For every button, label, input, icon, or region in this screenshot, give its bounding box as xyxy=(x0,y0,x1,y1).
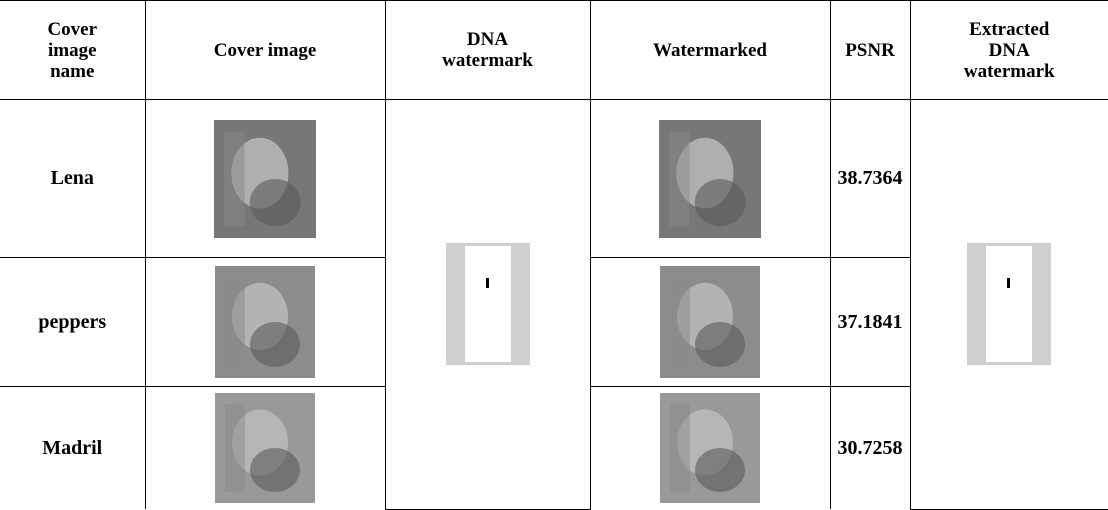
watermarked-cell xyxy=(589,257,831,387)
watermarked-cell xyxy=(589,99,831,258)
cover-image-cell xyxy=(144,257,386,387)
table-row: Lena 38.7364 xyxy=(0,99,1108,510)
header-text: PSNR xyxy=(845,39,895,61)
image xyxy=(215,393,315,503)
image xyxy=(214,119,316,238)
header-text: Extracted DNA watermark xyxy=(963,18,1055,82)
header-row: Cover image name Cover image DNA waterma… xyxy=(0,0,1108,100)
header-cell: Extracted DNA watermark xyxy=(909,0,1108,100)
header-text: DNA watermark xyxy=(442,29,533,71)
extracted-cell xyxy=(909,99,1108,510)
dna-watermark-image xyxy=(967,243,1052,366)
psnr: 30.7258 xyxy=(829,386,910,509)
watermarked-cell xyxy=(589,386,831,509)
cover-image-cell xyxy=(144,99,386,258)
header-text: Cover image xyxy=(213,39,317,61)
image-name: Lena xyxy=(0,99,146,258)
header-text: Watermarked xyxy=(653,39,767,61)
table-row: Madril 30.7258 xyxy=(0,386,1108,509)
image xyxy=(215,266,315,378)
image-name: Madril xyxy=(0,386,146,509)
dna-watermark-image xyxy=(445,243,530,366)
image xyxy=(660,393,760,503)
cover-image-cell xyxy=(144,386,386,509)
header-cell: Cover image xyxy=(144,0,386,100)
dna-cell xyxy=(384,99,591,510)
psnr: 37.1841 xyxy=(829,257,910,387)
header-cell: Watermarked xyxy=(589,0,831,100)
image-name: peppers xyxy=(0,257,146,387)
header-cell: Cover image name xyxy=(0,0,146,100)
table-row: peppers 37.1841 xyxy=(0,257,1108,387)
header-cell: DNA watermark xyxy=(384,0,591,100)
psnr: 38.7364 xyxy=(829,99,911,258)
header-cell: PSNR xyxy=(829,0,911,100)
image xyxy=(660,266,760,378)
header-text: Cover image name xyxy=(47,18,98,82)
image xyxy=(659,119,761,238)
